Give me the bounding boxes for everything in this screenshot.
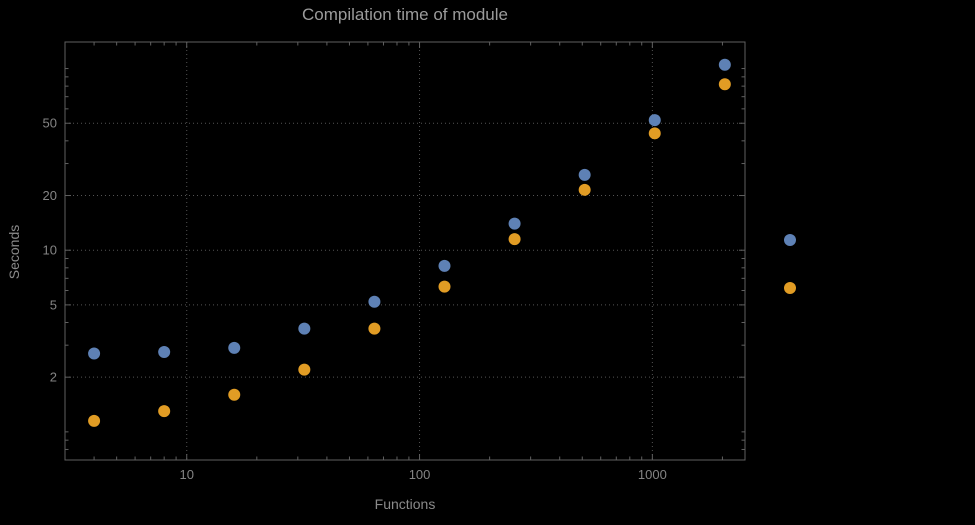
data-point bbox=[368, 322, 381, 335]
y-tick-label: 2 bbox=[50, 370, 57, 385]
data-point bbox=[438, 259, 451, 272]
legend bbox=[784, 234, 796, 294]
y-axis-label: Seconds bbox=[6, 224, 22, 280]
data-point bbox=[508, 233, 521, 246]
legend-marker-orange bbox=[784, 282, 796, 294]
y-tick-label: 5 bbox=[50, 297, 57, 312]
data-point bbox=[508, 217, 521, 230]
data-point bbox=[88, 347, 101, 360]
x-tick-label: 100 bbox=[409, 467, 431, 482]
data-point bbox=[648, 114, 661, 127]
x-tick-label: 10 bbox=[179, 467, 193, 482]
data-point bbox=[298, 322, 311, 335]
data-point bbox=[228, 341, 241, 354]
data-point bbox=[718, 58, 731, 71]
chart-title: Compilation time of module bbox=[302, 5, 508, 24]
y-tick-label: 50 bbox=[43, 116, 57, 131]
y-tick-label: 20 bbox=[43, 188, 57, 203]
y-tick-label: 10 bbox=[43, 243, 57, 258]
x-axis-label: Functions bbox=[374, 496, 436, 512]
data-point bbox=[718, 78, 731, 91]
data-point bbox=[158, 405, 171, 418]
data-point bbox=[228, 388, 241, 401]
data-point bbox=[88, 414, 101, 427]
data-point bbox=[648, 127, 661, 140]
data-point bbox=[578, 183, 591, 196]
data-point bbox=[158, 346, 171, 359]
data-point bbox=[298, 363, 311, 376]
data-point bbox=[578, 168, 591, 181]
data-point bbox=[368, 295, 381, 308]
x-tick-label: 1000 bbox=[638, 467, 667, 482]
legend-marker-blue bbox=[784, 234, 796, 246]
plot-frame bbox=[64, 41, 746, 461]
data-point bbox=[438, 280, 451, 293]
